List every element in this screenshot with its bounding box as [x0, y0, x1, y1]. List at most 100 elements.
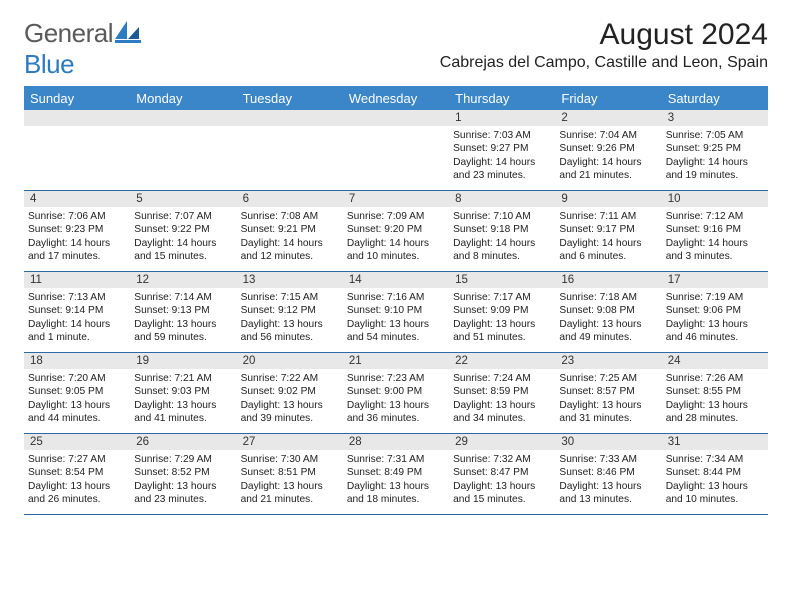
daylight-text: Daylight: 13 hours and 15 minutes. — [453, 480, 551, 507]
day-cell — [130, 126, 236, 190]
sunset-text: Sunset: 9:23 PM — [28, 223, 126, 236]
day-number: 24 — [662, 353, 768, 369]
day-number: 1 — [449, 110, 555, 126]
day-cell: Sunrise: 7:04 AMSunset: 9:26 PMDaylight:… — [555, 126, 661, 190]
day-number: 29 — [449, 434, 555, 450]
day-number: 4 — [24, 191, 130, 207]
sunrise-text: Sunrise: 7:25 AM — [559, 372, 657, 385]
sunset-text: Sunset: 8:51 PM — [241, 466, 339, 479]
daynum-band: 123 — [24, 110, 768, 126]
sunset-text: Sunset: 8:59 PM — [453, 385, 551, 398]
day-number: 21 — [343, 353, 449, 369]
sunrise-text: Sunrise: 7:13 AM — [28, 291, 126, 304]
sunrise-text: Sunrise: 7:24 AM — [453, 372, 551, 385]
day-number: 18 — [24, 353, 130, 369]
sunrise-text: Sunrise: 7:19 AM — [666, 291, 764, 304]
day-number: 6 — [237, 191, 343, 207]
daylight-text: Daylight: 13 hours and 46 minutes. — [666, 318, 764, 345]
week-body: Sunrise: 7:03 AMSunset: 9:27 PMDaylight:… — [24, 126, 768, 190]
daynum-band: 45678910 — [24, 191, 768, 207]
sunrise-text: Sunrise: 7:11 AM — [559, 210, 657, 223]
sunset-text: Sunset: 8:57 PM — [559, 385, 657, 398]
daylight-text: Daylight: 14 hours and 10 minutes. — [347, 237, 445, 264]
sunrise-text: Sunrise: 7:14 AM — [134, 291, 232, 304]
sunset-text: Sunset: 9:16 PM — [666, 223, 764, 236]
day-cell — [237, 126, 343, 190]
sunrise-text: Sunrise: 7:30 AM — [241, 453, 339, 466]
day-number: 13 — [237, 272, 343, 288]
sunset-text: Sunset: 8:44 PM — [666, 466, 764, 479]
daylight-text: Daylight: 14 hours and 15 minutes. — [134, 237, 232, 264]
week-row: 11121314151617 Sunrise: 7:13 AM Sunset: 9:… — [24, 272, 768, 353]
daylight-text: Daylight: 13 hours and 44 minutes. — [28, 399, 126, 426]
day-number — [343, 110, 449, 126]
sunset-text: Sunset: 9:27 PM — [453, 142, 551, 155]
day-cell: Sunrise: 7:23 AMSunset: 9:00 PMDaylight:… — [343, 369, 449, 433]
sunrise-text: Sunrise: 7:10 AM — [453, 210, 551, 223]
sunset-text: Sunset: 9:26 PM — [559, 142, 657, 155]
sunset-text: Sunset: 9:22 PM — [134, 223, 232, 236]
logo: General Blue — [24, 18, 141, 80]
daylight-text: Daylight: 13 hours and 59 minutes. — [134, 318, 232, 345]
day-cell: Sunrise: 7:30 AMSunset: 8:51 PMDaylight:… — [237, 450, 343, 514]
sunset-text: Sunset: 9:05 PM — [28, 385, 126, 398]
daylight-text: Daylight: 14 hours and 8 minutes. — [453, 237, 551, 264]
day-cell: Sunrise: 7:24 AMSunset: 8:59 PMDaylight:… — [449, 369, 555, 433]
day-cell: Sunrise: 7:32 AMSunset: 8:47 PMDaylight:… — [449, 450, 555, 514]
day-number: 28 — [343, 434, 449, 450]
sunrise-text: Sunrise: 7:06 AM — [28, 210, 126, 223]
sunset-text: Sunset: 9:20 PM — [347, 223, 445, 236]
daylight-text: Daylight: 14 hours and 1 minute. — [28, 318, 126, 345]
daylight-text: Daylight: 13 hours and 26 minutes. — [28, 480, 126, 507]
day-header-wed: Wednesday — [343, 87, 449, 110]
day-number — [237, 110, 343, 126]
sunset-text: Sunset: 9:10 PM — [347, 304, 445, 317]
day-header-row: Sunday Monday Tuesday Wednesday Thursday… — [24, 87, 768, 110]
daynum-band: 11121314151617 — [24, 272, 768, 288]
day-cell — [24, 126, 130, 190]
sunrise-text: Sunrise: 7:17 AM — [453, 291, 551, 304]
day-cell: Sunrise: 7:03 AMSunset: 9:27 PMDaylight:… — [449, 126, 555, 190]
day-number: 17 — [662, 272, 768, 288]
daylight-text: Daylight: 13 hours and 10 minutes. — [666, 480, 764, 507]
daylight-text: Daylight: 14 hours and 6 minutes. — [559, 237, 657, 264]
sunset-text: Sunset: 8:49 PM — [347, 466, 445, 479]
day-cell: Sunrise: 7:12 AMSunset: 9:16 PMDaylight:… — [662, 207, 768, 271]
daylight-text: Daylight: 14 hours and 12 minutes. — [241, 237, 339, 264]
sunrise-text: Sunrise: 7:05 AM — [666, 129, 764, 142]
sunrise-text: Sunrise: 7:27 AM — [28, 453, 126, 466]
day-cell: Sunrise: 7:31 AMSunset: 8:49 PMDaylight:… — [343, 450, 449, 514]
day-number: 19 — [130, 353, 236, 369]
day-header-tue: Tuesday — [237, 87, 343, 110]
sunset-text: Sunset: 9:13 PM — [134, 304, 232, 317]
week-body: Sunrise: 7:20 AMSunset: 9:05 PMDaylight:… — [24, 369, 768, 433]
day-cell: Sunrise: 7:29 AMSunset: 8:52 PMDaylight:… — [130, 450, 236, 514]
day-cell: Sunrise: 7:09 AMSunset: 9:20 PMDaylight:… — [343, 207, 449, 271]
daylight-text: Daylight: 13 hours and 13 minutes. — [559, 480, 657, 507]
sunrise-text: Sunrise: 7:12 AM — [666, 210, 764, 223]
day-number: 31 — [662, 434, 768, 450]
sunrise-text: Sunrise: 7:31 AM — [347, 453, 445, 466]
sunrise-text: Sunrise: 7:23 AM — [347, 372, 445, 385]
weeks-container: 123Sunrise: 7:03 AMSunset: 9:27 PMDaylig… — [24, 110, 768, 515]
daylight-text: Daylight: 13 hours and 41 minutes. — [134, 399, 232, 426]
day-cell: Sunrise: 7:33 AMSunset: 8:46 PMDaylight:… — [555, 450, 661, 514]
sunset-text: Sunset: 9:12 PM — [241, 304, 339, 317]
day-header-fri: Friday — [555, 87, 661, 110]
sunrise-text: Sunrise: 7:34 AM — [666, 453, 764, 466]
day-number: 15 — [449, 272, 555, 288]
sail-icon — [115, 21, 141, 48]
sunset-text: Sunset: 9:03 PM — [134, 385, 232, 398]
daylight-text: Daylight: 14 hours and 19 minutes. — [666, 156, 764, 183]
day-cell: Sunrise: 7:17 AMSunset: 9:09 PMDaylight:… — [449, 288, 555, 352]
day-number: 12 — [130, 272, 236, 288]
day-cell: Sunrise: 7:21 AMSunset: 9:03 PMDaylight:… — [130, 369, 236, 433]
sunrise-text: Sunrise: 7:08 AM — [241, 210, 339, 223]
daynum-band: 25262728293031 — [24, 434, 768, 450]
daylight-text: Daylight: 13 hours and 31 minutes. — [559, 399, 657, 426]
day-cell: Sunrise: 7:27 AMSunset: 8:54 PMDaylight:… — [24, 450, 130, 514]
sunset-text: Sunset: 9:17 PM — [559, 223, 657, 236]
day-cell: Sunrise: 7:25 AMSunset: 8:57 PMDaylight:… — [555, 369, 661, 433]
day-number: 25 — [24, 434, 130, 450]
sunrise-text: Sunrise: 7:22 AM — [241, 372, 339, 385]
